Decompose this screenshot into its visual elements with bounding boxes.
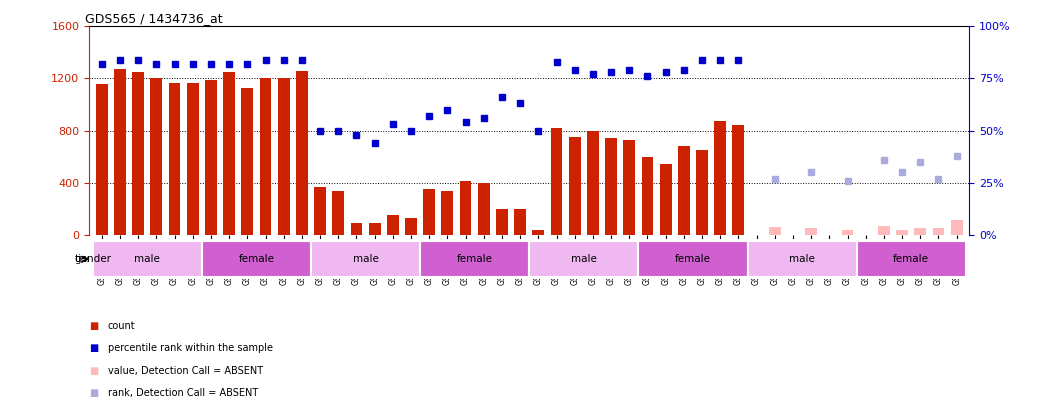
Bar [496, 209, 508, 235]
Bar [660, 164, 672, 235]
Bar [529, 241, 747, 277]
Bar [460, 181, 472, 235]
Text: tissue: tissue [74, 254, 106, 264]
Bar [187, 83, 199, 235]
Bar [856, 241, 966, 277]
Bar [441, 191, 454, 235]
Text: ■: ■ [89, 366, 99, 375]
Text: percentile rank within the sample: percentile rank within the sample [108, 343, 272, 353]
Bar [260, 78, 271, 235]
Text: female: female [893, 254, 930, 264]
Bar [878, 226, 890, 235]
Bar [933, 228, 944, 235]
Bar [478, 183, 489, 235]
Bar [914, 228, 926, 235]
Text: ■: ■ [89, 343, 99, 353]
Text: count: count [108, 321, 135, 331]
Text: male: male [352, 254, 378, 264]
Text: rank, Detection Call = ABSENT: rank, Detection Call = ABSENT [108, 388, 258, 398]
Text: GDS565 / 1434736_at: GDS565 / 1434736_at [85, 12, 222, 25]
Bar [350, 222, 363, 235]
Bar [169, 83, 180, 235]
Bar [92, 241, 311, 277]
Text: ■: ■ [89, 321, 99, 331]
Bar [420, 241, 529, 277]
Bar [96, 84, 108, 235]
Text: gender: gender [74, 254, 111, 264]
Bar [311, 241, 420, 277]
Text: value, Detection Call = ABSENT: value, Detection Call = ABSENT [108, 366, 263, 375]
Bar [569, 137, 581, 235]
Bar [896, 230, 908, 235]
Bar [733, 126, 744, 235]
Bar [92, 241, 202, 277]
Bar [151, 78, 162, 235]
Bar [678, 146, 690, 235]
Bar [529, 241, 638, 277]
Bar [747, 241, 856, 277]
Bar [550, 128, 563, 235]
Text: ovary: ovary [896, 254, 925, 264]
Bar [423, 189, 435, 235]
Bar [605, 139, 617, 235]
Bar [587, 130, 598, 235]
Text: liver: liver [409, 254, 432, 264]
Text: hypothalamus: hypothalamus [165, 254, 239, 264]
Bar [856, 241, 966, 277]
Bar [202, 241, 311, 277]
Bar [387, 215, 398, 235]
Text: kidney: kidney [620, 254, 656, 264]
Bar [205, 81, 217, 235]
Text: male: male [789, 254, 815, 264]
Bar [641, 157, 653, 235]
Text: female: female [675, 254, 711, 264]
Bar [515, 209, 526, 235]
Bar [296, 70, 308, 235]
Bar [532, 230, 544, 235]
Text: ■: ■ [89, 388, 99, 398]
Bar [842, 230, 853, 235]
Bar [332, 191, 344, 235]
Bar [696, 150, 708, 235]
Text: testis: testis [788, 254, 816, 264]
Bar [241, 87, 254, 235]
Bar [369, 222, 380, 235]
Bar [624, 140, 635, 235]
Bar [311, 241, 529, 277]
Bar [805, 228, 817, 235]
Bar [314, 187, 326, 235]
Text: male: male [134, 254, 160, 264]
Text: female: female [238, 254, 275, 264]
Bar [132, 72, 145, 235]
Bar [278, 79, 289, 235]
Bar [951, 220, 962, 235]
Text: female: female [457, 254, 493, 264]
Bar [223, 72, 235, 235]
Bar [715, 122, 726, 235]
Text: male: male [571, 254, 596, 264]
Bar [638, 241, 747, 277]
Bar [769, 227, 781, 235]
Bar [406, 218, 417, 235]
Bar [747, 241, 856, 277]
Bar [114, 69, 126, 235]
